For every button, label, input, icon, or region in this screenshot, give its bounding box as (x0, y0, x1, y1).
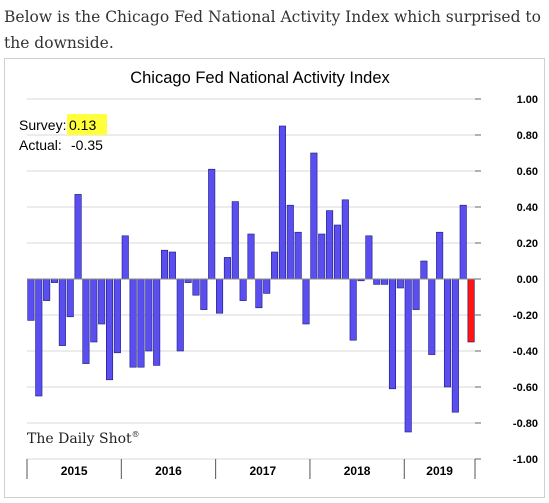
bar (50, 278, 59, 283)
bar (263, 278, 271, 294)
bar (436, 231, 444, 280)
survey-label: Survey: (19, 117, 66, 133)
bar (349, 278, 357, 341)
bar (184, 278, 192, 283)
bar (396, 278, 404, 289)
bar (129, 278, 137, 368)
bar (373, 278, 381, 285)
bar (192, 278, 200, 296)
bar (121, 235, 129, 280)
bar (333, 224, 341, 280)
bar (161, 249, 169, 280)
bar (153, 278, 161, 366)
y-tick-label: -0.60 (513, 382, 538, 394)
y-tick-label: -0.40 (513, 346, 538, 358)
y-tick-label: 0.20 (517, 238, 538, 250)
bar (168, 251, 176, 280)
bar (66, 278, 74, 318)
y-axis-ticks: 1.00 0.80 0.60 0.40 0.20 0.00 -0.20 -0.40 -0.60 -… (475, 94, 538, 466)
bar (428, 278, 436, 355)
y-tick-label: -1.00 (513, 454, 538, 466)
bar (223, 257, 231, 280)
bar (278, 125, 286, 280)
bar (43, 278, 51, 301)
bars-group (27, 125, 475, 433)
bar (58, 278, 66, 346)
bar (443, 278, 452, 388)
bar (255, 278, 263, 309)
x-year-label: 2019 (426, 464, 453, 478)
actual-label: Actual: (19, 137, 62, 153)
bar (200, 278, 208, 310)
bar (310, 152, 318, 280)
bar (420, 260, 428, 280)
bar (318, 233, 326, 280)
bar (145, 278, 153, 352)
bar (82, 278, 90, 364)
x-axis: 2015 2016 2017 2018 2019 (26, 459, 476, 479)
bar (113, 278, 121, 354)
bar (216, 278, 224, 314)
x-year-label: 2017 (249, 464, 276, 478)
chart-container: 1.00 0.80 0.60 0.40 0.20 0.00 -0.20 -0.40 -0.60 -… (4, 58, 545, 498)
bar (294, 231, 302, 280)
y-tick-label: 1.00 (517, 94, 538, 106)
y-tick-label: 0.40 (517, 202, 538, 214)
actual-value: -0.35 (71, 137, 103, 153)
bar (412, 278, 420, 310)
x-year-label: 2018 (344, 464, 371, 478)
intro-paragraph: Below is the Chicago Fed National Activi… (4, 8, 541, 52)
survey-highlight (67, 114, 107, 135)
bar (459, 204, 467, 280)
bar (467, 278, 475, 343)
survey-value: 0.13 (69, 117, 96, 133)
bar (381, 278, 389, 285)
y-tick-label: 0.00 (517, 274, 538, 286)
bar (365, 235, 373, 280)
y-tick-label: -0.20 (513, 310, 538, 322)
bar (137, 278, 145, 368)
bar (326, 210, 334, 280)
x-year-label: 2016 (155, 464, 182, 478)
bar (388, 278, 396, 390)
x-year-label: 2015 (61, 464, 88, 478)
bar (404, 278, 412, 433)
bar (74, 194, 82, 280)
bar (231, 201, 239, 280)
bar (35, 278, 43, 397)
watermark-logo: The Daily Shot® (27, 430, 140, 447)
bar (90, 278, 98, 343)
y-tick-label: 0.80 (517, 130, 538, 142)
bar (208, 168, 216, 280)
bar (176, 278, 184, 352)
bar (451, 278, 459, 413)
cfnai-bar-chart: 1.00 0.80 0.60 0.40 0.20 0.00 -0.20 -0.40 -0.60 -… (19, 69, 538, 479)
bar (302, 278, 310, 325)
bar (341, 199, 349, 280)
bar (239, 278, 247, 301)
bar (98, 278, 106, 325)
bar (247, 233, 255, 280)
bar (286, 204, 294, 280)
bar (27, 278, 35, 321)
y-tick-label: -0.80 (513, 418, 538, 430)
y-tick-label: 0.60 (517, 166, 538, 178)
chart-title: Chicago Fed National Activity Index (130, 69, 390, 87)
bar (106, 278, 114, 381)
bar (271, 251, 279, 280)
